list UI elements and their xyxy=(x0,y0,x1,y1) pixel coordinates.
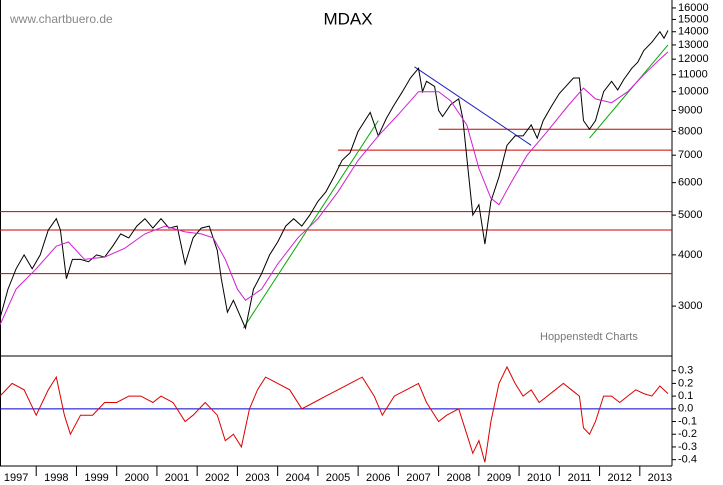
y-tick-label: 3000 xyxy=(678,300,702,312)
y-tick-label: 16000 xyxy=(678,2,709,14)
x-tick-label: 2008 xyxy=(446,472,470,484)
data-line xyxy=(0,30,669,330)
x-tick-label: 2007 xyxy=(406,472,430,484)
y-tick-label: 0.3 xyxy=(678,365,693,377)
y-tick-label: 6000 xyxy=(678,177,702,189)
y-tick-label: 8000 xyxy=(678,125,702,137)
y-tick-label: 9000 xyxy=(678,104,702,116)
x-tick-label: 2002 xyxy=(205,472,229,484)
x-tick-label: 2001 xyxy=(165,472,189,484)
y-tick-label: -0.4 xyxy=(678,454,697,466)
x-tick-label: 1998 xyxy=(44,472,68,484)
x-tick-label: 2010 xyxy=(527,472,551,484)
y-tick-label: 14000 xyxy=(678,26,709,38)
x-tick-label: 2003 xyxy=(245,472,269,484)
y-tick-label: 15000 xyxy=(678,13,709,25)
data-line xyxy=(0,51,669,326)
y-tick-label: 10000 xyxy=(678,86,709,98)
trend-line xyxy=(242,120,379,329)
y-tick-label: 11000 xyxy=(678,69,708,81)
x-tick-label: 2011 xyxy=(568,472,592,484)
source: www.chartbuero.de xyxy=(9,12,113,26)
x-tick-label: 2000 xyxy=(125,472,149,484)
chart-title: MDAX xyxy=(323,9,372,28)
x-tick-label: 1999 xyxy=(84,472,108,484)
trend-line xyxy=(414,66,532,146)
x-tick-label: 2009 xyxy=(487,472,511,484)
x-tick-label: 2013 xyxy=(648,472,672,484)
y-tick-label: 12000 xyxy=(678,53,709,65)
x-tick-label: 2004 xyxy=(286,472,310,484)
x-tick-label: 1997 xyxy=(4,472,28,484)
data-line xyxy=(0,365,669,463)
credit: Hoppenstedt Charts xyxy=(540,331,638,343)
x-tick-label: 2005 xyxy=(326,472,350,484)
y-tick-label: 4000 xyxy=(678,249,702,261)
y-tick-label: -0.2 xyxy=(678,428,697,440)
y-tick-label: 7000 xyxy=(678,149,702,161)
y-tick-label: -0.3 xyxy=(678,441,697,453)
y-tick-label: 5000 xyxy=(678,209,702,221)
y-tick-label: 0.0 xyxy=(678,403,693,415)
trend-line xyxy=(589,44,669,139)
y-tick-label: 0.1 xyxy=(678,390,693,402)
x-tick-label: 2012 xyxy=(607,472,631,484)
x-tick-label: 2006 xyxy=(366,472,390,484)
y-tick-label: 13000 xyxy=(678,39,709,51)
y-tick-label: -0.1 xyxy=(678,415,697,427)
y-tick-label: 0.2 xyxy=(678,377,693,389)
